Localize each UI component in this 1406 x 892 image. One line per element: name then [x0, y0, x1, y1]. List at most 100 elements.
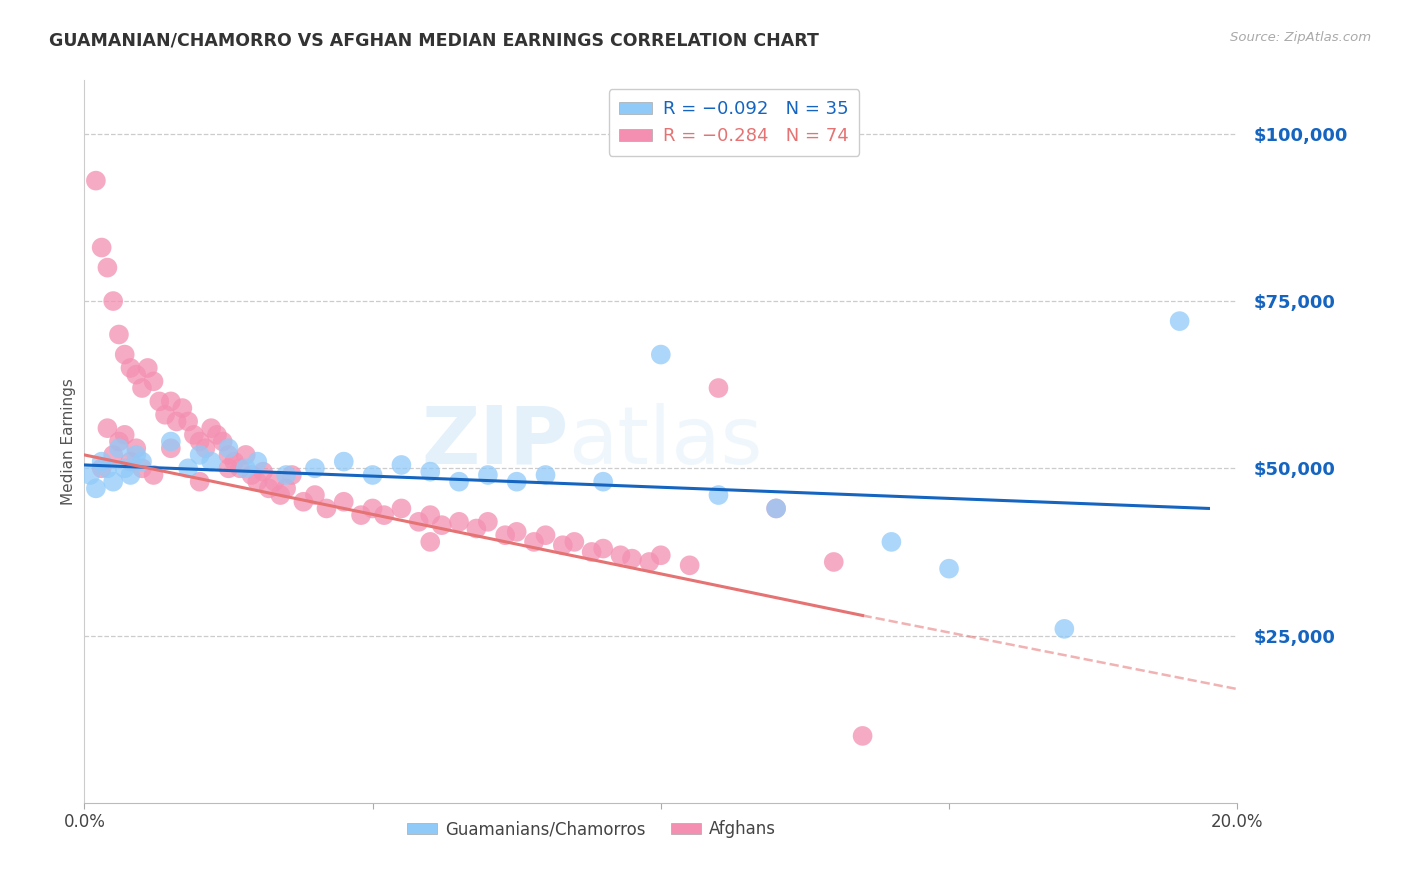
Point — [200, 421, 222, 435]
Point — [350, 508, 373, 523]
Point — [938, 562, 960, 576]
Point — [609, 548, 631, 563]
Point — [246, 454, 269, 469]
Point — [823, 555, 845, 569]
Point — [90, 240, 112, 255]
Point — [592, 475, 614, 489]
Point — [131, 461, 153, 475]
Point — [263, 475, 285, 489]
Point — [592, 541, 614, 556]
Point — [120, 467, 142, 482]
Point — [449, 515, 471, 529]
Point — [148, 394, 170, 409]
Point — [581, 545, 603, 559]
Point — [276, 467, 298, 482]
Point — [621, 551, 644, 566]
Text: ZIP: ZIP — [422, 402, 568, 481]
Point — [246, 475, 269, 489]
Point — [333, 494, 356, 508]
Point — [183, 427, 205, 442]
Point — [465, 521, 488, 535]
Point — [564, 534, 586, 549]
Point — [449, 475, 471, 489]
Point — [430, 518, 453, 533]
Point — [166, 414, 188, 428]
Point — [120, 454, 142, 469]
Point — [108, 441, 131, 455]
Point — [96, 421, 118, 435]
Point — [114, 427, 136, 442]
Point — [765, 501, 787, 516]
Point — [136, 361, 159, 376]
Point — [84, 173, 107, 188]
Point — [304, 461, 326, 475]
Point — [333, 454, 356, 469]
Text: Source: ZipAtlas.com: Source: ZipAtlas.com — [1230, 31, 1371, 45]
Point — [852, 729, 875, 743]
Text: atlas: atlas — [568, 402, 763, 481]
Point — [125, 441, 148, 455]
Point — [125, 368, 148, 382]
Point — [534, 528, 557, 542]
Point — [114, 348, 136, 362]
Point — [205, 427, 228, 442]
Point — [650, 348, 672, 362]
Point — [477, 467, 499, 482]
Point — [172, 401, 194, 416]
Point — [96, 461, 118, 475]
Point — [103, 448, 124, 462]
Point — [477, 515, 499, 529]
Point — [408, 515, 430, 529]
Point — [1053, 622, 1076, 636]
Point — [108, 434, 131, 449]
Point — [188, 434, 211, 449]
Point — [103, 475, 124, 489]
Point — [131, 381, 153, 395]
Point — [235, 461, 257, 475]
Point — [160, 434, 183, 449]
Point — [153, 408, 176, 422]
Point — [391, 458, 413, 472]
Point — [188, 475, 211, 489]
Point — [765, 501, 787, 516]
Point — [188, 448, 211, 462]
Point — [506, 475, 529, 489]
Point — [269, 488, 291, 502]
Point — [240, 467, 263, 482]
Point — [218, 441, 240, 455]
Point — [108, 327, 131, 342]
Point — [361, 467, 384, 482]
Point — [160, 394, 183, 409]
Point — [650, 548, 672, 563]
Point — [494, 528, 516, 542]
Point — [142, 375, 165, 389]
Point — [880, 534, 903, 549]
Point — [257, 482, 280, 496]
Point — [373, 508, 395, 523]
Point — [224, 454, 246, 469]
Point — [114, 461, 136, 475]
Point — [419, 508, 441, 523]
Point — [79, 467, 101, 482]
Point — [679, 558, 702, 573]
Point — [252, 465, 274, 479]
Point — [419, 534, 441, 549]
Point — [120, 361, 142, 376]
Point — [103, 293, 124, 308]
Legend: Guamanians/Chamorros, Afghans: Guamanians/Chamorros, Afghans — [401, 814, 783, 845]
Point — [292, 494, 315, 508]
Point — [218, 448, 240, 462]
Point — [638, 555, 661, 569]
Point — [235, 448, 257, 462]
Point — [304, 488, 326, 502]
Point — [218, 461, 240, 475]
Point — [707, 488, 730, 502]
Point — [551, 538, 574, 552]
Point — [90, 461, 112, 475]
Point — [361, 501, 384, 516]
Point — [211, 434, 233, 449]
Point — [125, 448, 148, 462]
Point — [200, 454, 222, 469]
Point — [1168, 314, 1191, 328]
Point — [276, 482, 298, 496]
